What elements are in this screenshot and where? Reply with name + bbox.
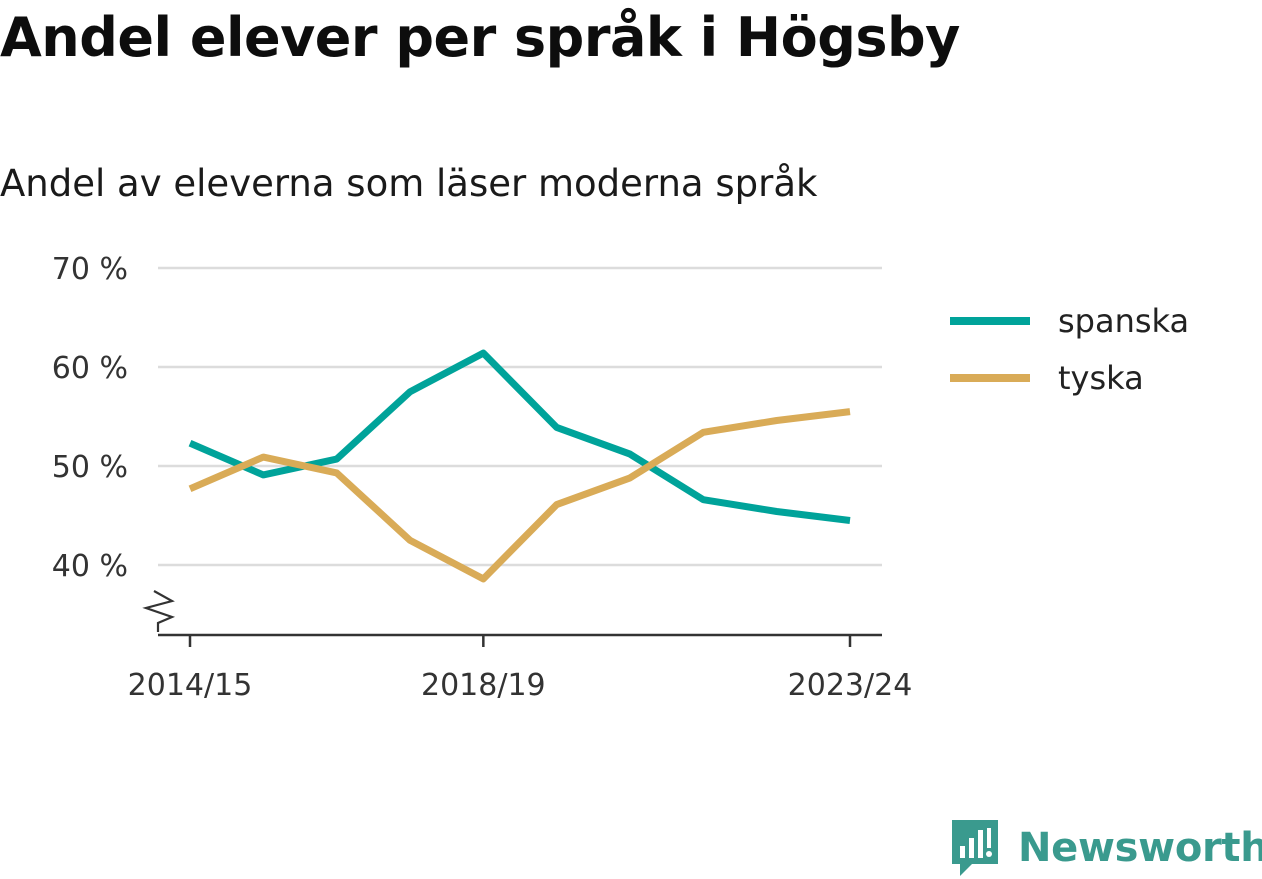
- series-line-spanska: [188, 349, 851, 524]
- axis-break-marker: [142, 590, 176, 632]
- series-lines: [188, 349, 851, 583]
- y-tick-label: 50 %: [52, 450, 128, 485]
- y-tick-label: 60 %: [52, 351, 128, 386]
- x-tick-label: 2023/24: [788, 668, 913, 703]
- y-axis-tick-labels: 40 % 50 % 60 % 70 %: [52, 252, 128, 584]
- chart-title: Andel elever per språk i Högsby: [0, 6, 960, 69]
- y-tick-label: 70 %: [52, 252, 128, 287]
- x-tick-label: 2018/19: [421, 668, 546, 703]
- y-tick-label: 40 %: [52, 549, 128, 584]
- legend: spanska tyska: [950, 302, 1189, 397]
- legend-label-tyska: tyska: [1058, 359, 1144, 397]
- gridlines: [158, 266, 882, 567]
- brand-name: Newsworthy: [1018, 825, 1262, 871]
- x-axis-tick-labels: 2014/15 2018/19 2023/24: [128, 668, 913, 703]
- x-tick-label: 2014/15: [128, 668, 253, 703]
- chart-subtitle: Andel av eleverna som läser moderna språ…: [0, 162, 818, 205]
- x-axis: [142, 590, 882, 647]
- series-line-tyska: [188, 408, 851, 583]
- legend-label-spanska: spanska: [1058, 302, 1189, 340]
- brand-logo: Newsworthy: [950, 818, 1262, 878]
- newsworthy-logo-icon: [952, 820, 998, 876]
